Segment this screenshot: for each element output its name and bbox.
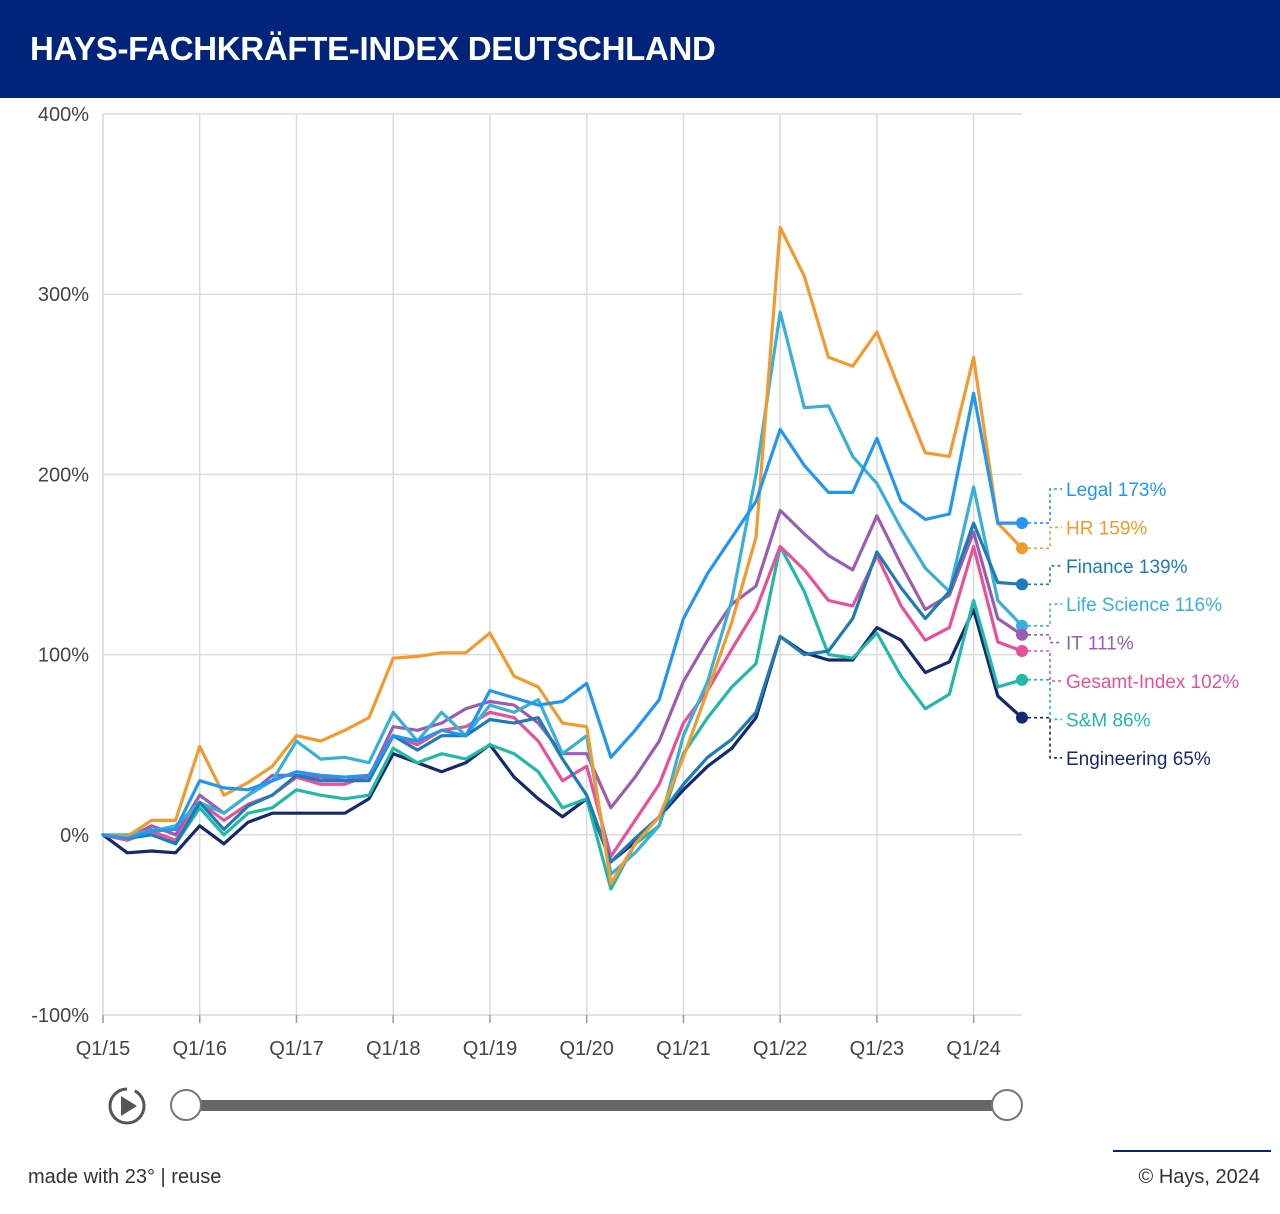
y-tick-label: 400% xyxy=(38,104,89,126)
chart-header: HAYS-FACHKRÄFTE-INDEX DEUTSCHLAND xyxy=(0,0,1280,98)
footer-separator: | xyxy=(160,1166,166,1188)
series-line xyxy=(101,391,1024,840)
y-tick-label: 200% xyxy=(38,464,89,486)
footer-credits: made with 23° | reuse xyxy=(28,1166,221,1189)
series-line xyxy=(101,607,1024,864)
series-end-label: S&M 86% xyxy=(1066,710,1151,731)
end-label-connector xyxy=(1028,716,1062,759)
end-label-connector xyxy=(1028,565,1062,586)
y-tick-label: 100% xyxy=(38,645,89,667)
time-slider[interactable] xyxy=(108,1087,1023,1125)
footer-divider xyxy=(1113,1150,1271,1152)
slider-track[interactable] xyxy=(186,1100,1007,1111)
end-label-connector xyxy=(1028,679,1062,721)
series-end-point xyxy=(1016,578,1028,591)
x-tick-label: Q1/19 xyxy=(463,1038,517,1060)
x-tick-label: Q1/15 xyxy=(76,1038,130,1060)
series-line xyxy=(101,225,1024,886)
y-tick-label: -100% xyxy=(31,1005,89,1027)
series-end-label: Engineering 65% xyxy=(1066,749,1211,770)
series-end-point xyxy=(1016,644,1028,657)
slider-end-handle[interactable] xyxy=(991,1089,1023,1121)
x-tick-label: Q1/18 xyxy=(366,1038,420,1060)
x-tick-label: Q1/21 xyxy=(656,1038,710,1060)
grid xyxy=(102,113,1022,1023)
series-end-point xyxy=(1016,711,1028,724)
x-tick-label: Q1/22 xyxy=(753,1038,807,1060)
y-tick-label: 0% xyxy=(60,825,89,847)
copyright: © Hays, 2024 xyxy=(1138,1166,1260,1188)
end-label-connector xyxy=(1028,650,1062,682)
reuse-link[interactable]: reuse xyxy=(171,1166,222,1188)
x-tick-label: Q1/17 xyxy=(269,1038,323,1060)
made-with-link[interactable]: made with 23° xyxy=(28,1166,155,1188)
series-end-point xyxy=(1016,517,1028,530)
series-end-label: Life Science 116% xyxy=(1066,595,1222,616)
series-end-point xyxy=(1016,619,1028,632)
play-icon[interactable] xyxy=(108,1087,146,1125)
x-tick-label: Q1/16 xyxy=(172,1038,226,1060)
series-end-label: Gesamt-Index 102% xyxy=(1066,672,1239,693)
series-end-label: Legal 173% xyxy=(1066,480,1166,501)
end-label-connector xyxy=(1028,488,1062,524)
series-line xyxy=(101,521,1024,864)
series-end-label: HR 159% xyxy=(1066,518,1147,539)
y-axis: -100% 0% 100% 200% 300% 400% xyxy=(31,104,89,1027)
series-end-point xyxy=(1016,628,1028,641)
end-label-connector xyxy=(1028,603,1062,627)
series-line xyxy=(101,544,1024,891)
y-tick-label: 300% xyxy=(38,284,89,306)
slider-start-handle[interactable] xyxy=(170,1089,202,1121)
x-tick-label: Q1/24 xyxy=(946,1038,1000,1060)
x-tick-label: Q1/23 xyxy=(850,1038,904,1060)
chart-title: HAYS-FACHKRÄFTE-INDEX DEUTSCHLAND xyxy=(30,30,716,67)
series-end-point xyxy=(1016,673,1028,686)
x-tick-label: Q1/20 xyxy=(559,1038,613,1060)
series-end-point xyxy=(1016,542,1028,555)
series-lines xyxy=(101,225,1024,891)
end-label-connector xyxy=(1028,526,1062,550)
series-line xyxy=(101,310,1024,876)
series-end-label: Finance 139% xyxy=(1066,557,1188,578)
line-chart: -100%0%100%200%300%400% Q1/15 Q1/16 Q1/17 Q… xyxy=(31,104,1239,1125)
x-axis: Q1/15 Q1/16 Q1/17 Q1/18 Q1/19 Q1/20 Q1/21 Q1/22… xyxy=(76,1038,1001,1060)
end-label-connector xyxy=(1028,633,1062,644)
series-end-labels: Legal 173% HR 159% Finance 139% Life Scienc… xyxy=(1016,480,1239,770)
series-end-label: IT 111% xyxy=(1066,634,1134,655)
